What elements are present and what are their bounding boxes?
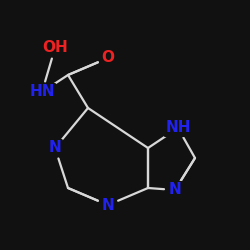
Text: O: O: [102, 50, 114, 66]
Text: NH: NH: [165, 120, 191, 136]
Text: N: N: [168, 182, 181, 198]
Text: HN: HN: [29, 84, 55, 100]
Text: N: N: [102, 198, 114, 212]
Text: OH: OH: [42, 40, 68, 56]
Text: N: N: [48, 140, 62, 156]
